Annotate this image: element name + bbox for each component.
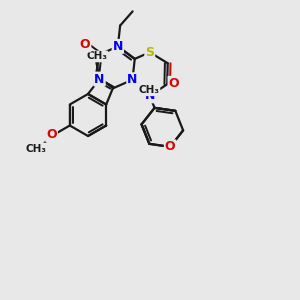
Text: CH₃: CH₃ xyxy=(26,144,46,154)
Text: N: N xyxy=(127,73,138,86)
Text: N: N xyxy=(145,89,155,102)
Text: O: O xyxy=(80,38,90,51)
Text: N: N xyxy=(94,73,105,85)
Text: N: N xyxy=(113,40,123,53)
Text: O: O xyxy=(165,140,176,153)
Text: CH₃: CH₃ xyxy=(86,51,107,62)
Text: CH₃: CH₃ xyxy=(138,85,159,95)
Text: O: O xyxy=(46,128,57,142)
Text: O: O xyxy=(169,77,179,90)
Text: S: S xyxy=(145,46,154,59)
